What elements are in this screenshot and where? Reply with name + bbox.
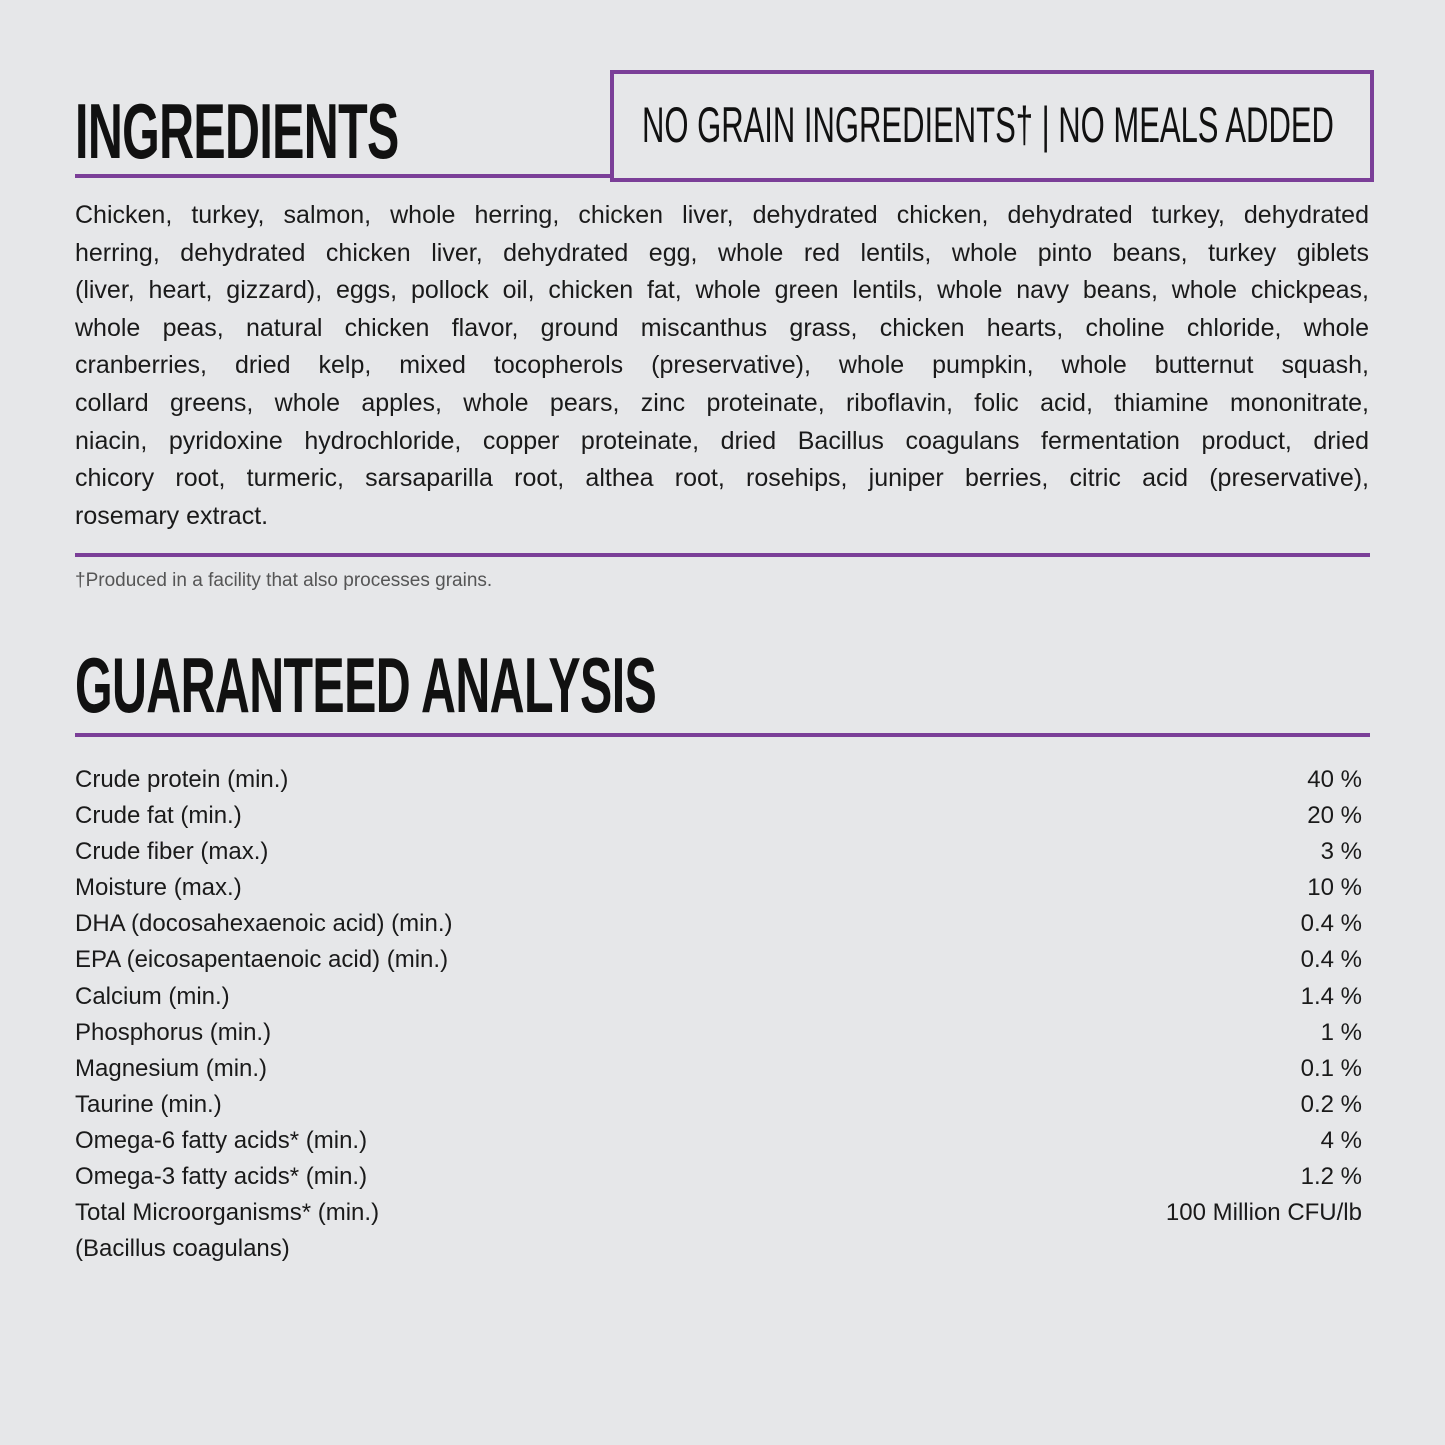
analysis-row: EPA (eicosapentaenoic acid) (min.) 0.4 % [75,942,1362,978]
nutrient-value: 1 % [1320,1018,1362,1046]
ingredients-title: INGREDIENTS [75,87,399,175]
ingredients-rule [75,174,612,178]
analysis-row: DHA (docosahexaenoic acid) (min.) 0.4 % [75,906,1362,942]
ingredients-line: cranberries, dried kelp, mixed tocophero… [75,351,1369,380]
nutrient-value: 40 % [1307,766,1362,793]
analysis-row: Total Microorganisms* (min.) 100 Million … [75,1195,1362,1231]
ingredients-line: rosemary extract. [75,501,269,530]
analysis-row: Omega-3 fatty acids* (min.) 1.2 % [75,1159,1362,1195]
ingredients-line: (liver, heart, gizzard), eggs, pollock o… [75,276,1369,305]
nutrient-label: Phosphorus (min.) [75,1018,272,1046]
ingredients-list: Chicken, turkey, salmon, whole herring, … [75,197,1369,535]
nutrient-label: Omega-3 fatty acids* (min.) [75,1163,368,1191]
claims-badge-text: NO GRAIN INGREDIENTS† | NO MEALS ADDED [642,97,1334,153]
nutrient-label: Crude fat (min.) [75,802,242,830]
analysis-row: Omega-6 fatty acids* (min.) 4 % [75,1123,1362,1159]
nutrient-label: (Bacillus coagulans) [75,1235,290,1263]
nutrient-value: 0.4 % [1300,910,1362,938]
ingredients-line: niacin, pyridoxine hydrochloride, copper… [75,426,1369,455]
analysis-rule [75,733,1370,737]
nutrient-value: 10 % [1307,874,1362,902]
ingredients-line: herring, dehydrated chicken liver, dehyd… [75,238,1369,267]
analysis-row: Calcium (min.) 1.4 % [75,979,1362,1015]
analysis-table: Crude protein (min.) 40 % Crude fat (min.)… [75,762,1362,1267]
nutrient-value: 1.4 % [1300,982,1362,1010]
nutrient-value: 20 % [1307,802,1362,830]
nutrient-label: Taurine (min.) [75,1090,222,1118]
nutrient-value: 100 Million CFU/lb [1165,1199,1362,1227]
ingredients-line: collard greens, whole apples, whole pear… [75,388,1369,417]
footnote: †Produced in a facility that also proces… [75,570,493,591]
nutrient-label: Calcium (min.) [75,982,230,1010]
nutrient-label: Omega-6 fatty acids* (min.) [75,1126,368,1154]
nutrient-label: Crude protein (min.) [75,766,289,793]
analysis-row: Crude fiber (max.) 3 % [75,834,1362,870]
analysis-row: Crude fat (min.) 20 % [75,798,1362,834]
nutrient-label: Moisture (max.) [75,874,242,902]
analysis-title: GUARANTEED ANALYSIS [75,641,657,729]
nutrient-label: DHA (docosahexaenoic acid) (min.) [75,910,453,938]
nutrient-value: 3 % [1320,838,1362,866]
ingredients-line: whole peas, natural chicken flavor, grou… [75,313,1369,342]
analysis-row: Taurine (min.) 0.2 % [75,1087,1362,1123]
nutrient-value: 0.1 % [1300,1054,1362,1082]
analysis-row: Crude protein (min.) 40 % [75,762,1362,798]
nutrient-label: EPA (eicosapentaenoic acid) (min.) [75,946,449,974]
analysis-row: Moisture (max.) 10 % [75,870,1362,906]
analysis-row: Magnesium (min.) 0.1 % [75,1051,1362,1087]
ingredients-line: Chicken, turkey, salmon, whole herring, … [75,201,1369,229]
nutrient-label: Total Microorganisms* (min.) [75,1199,380,1227]
analysis-row: (Bacillus coagulans) [75,1231,1362,1267]
nutrient-value: 0.4 % [1300,946,1362,974]
nutrient-value: 4 % [1320,1126,1362,1154]
nutrient-value: 1.2 % [1300,1163,1362,1191]
ingredients-line: chicory root, turmeric, sarsaparilla roo… [75,464,1369,493]
nutrient-label: Magnesium (min.) [75,1054,268,1082]
nutrient-label: Crude fiber (max.) [75,838,269,866]
analysis-row: Phosphorus (min.) 1 % [75,1015,1362,1051]
nutrient-value: 0.2 % [1300,1090,1362,1118]
ingredients-bottom-rule [75,553,1370,557]
claims-badge: NO GRAIN INGREDIENTS† | NO MEALS ADDED [610,70,1374,182]
